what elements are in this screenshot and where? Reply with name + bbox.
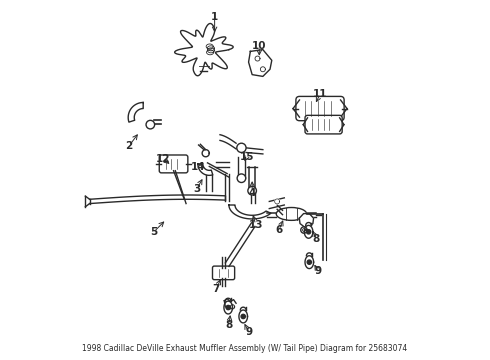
Polygon shape xyxy=(305,256,314,269)
Polygon shape xyxy=(260,67,266,72)
Text: 14: 14 xyxy=(191,162,206,172)
Text: 4: 4 xyxy=(248,188,256,198)
Text: 12: 12 xyxy=(156,154,170,163)
Polygon shape xyxy=(206,44,213,49)
Text: 6: 6 xyxy=(275,225,283,235)
FancyBboxPatch shape xyxy=(213,266,235,280)
Polygon shape xyxy=(207,50,214,55)
Polygon shape xyxy=(248,50,272,76)
Ellipse shape xyxy=(276,207,307,220)
Text: 1998 Cadillac DeVille Exhaust Muffler Assembly (W/ Tail Pipe) Diagram for 256830: 1998 Cadillac DeVille Exhaust Muffler As… xyxy=(82,344,408,353)
Polygon shape xyxy=(224,301,232,314)
Text: 1: 1 xyxy=(211,13,218,22)
Polygon shape xyxy=(207,48,215,53)
Polygon shape xyxy=(307,260,312,264)
Text: 9: 9 xyxy=(315,266,322,276)
Polygon shape xyxy=(241,314,245,319)
FancyBboxPatch shape xyxy=(305,115,342,134)
Polygon shape xyxy=(299,213,314,227)
Polygon shape xyxy=(128,103,143,122)
Text: 3: 3 xyxy=(193,184,200,194)
Text: 7: 7 xyxy=(213,284,220,294)
Text: 10: 10 xyxy=(252,41,267,51)
Circle shape xyxy=(146,120,155,129)
Text: 11: 11 xyxy=(313,89,327,99)
Circle shape xyxy=(237,174,245,183)
Polygon shape xyxy=(275,199,280,204)
Polygon shape xyxy=(207,46,215,51)
Text: 2: 2 xyxy=(125,141,132,151)
FancyBboxPatch shape xyxy=(159,155,188,173)
Polygon shape xyxy=(255,56,260,61)
Polygon shape xyxy=(306,230,311,234)
Polygon shape xyxy=(304,225,313,238)
Polygon shape xyxy=(174,23,233,76)
Polygon shape xyxy=(226,305,230,310)
Text: 8: 8 xyxy=(313,234,320,244)
FancyBboxPatch shape xyxy=(296,96,344,121)
Text: 5: 5 xyxy=(150,227,157,237)
Polygon shape xyxy=(198,164,213,175)
Polygon shape xyxy=(239,310,247,323)
Text: 8: 8 xyxy=(225,320,233,330)
Circle shape xyxy=(248,186,256,195)
Circle shape xyxy=(237,143,246,153)
Text: 15: 15 xyxy=(240,152,254,162)
Text: 13: 13 xyxy=(248,220,263,230)
Text: 9: 9 xyxy=(245,327,252,337)
Polygon shape xyxy=(229,205,271,219)
